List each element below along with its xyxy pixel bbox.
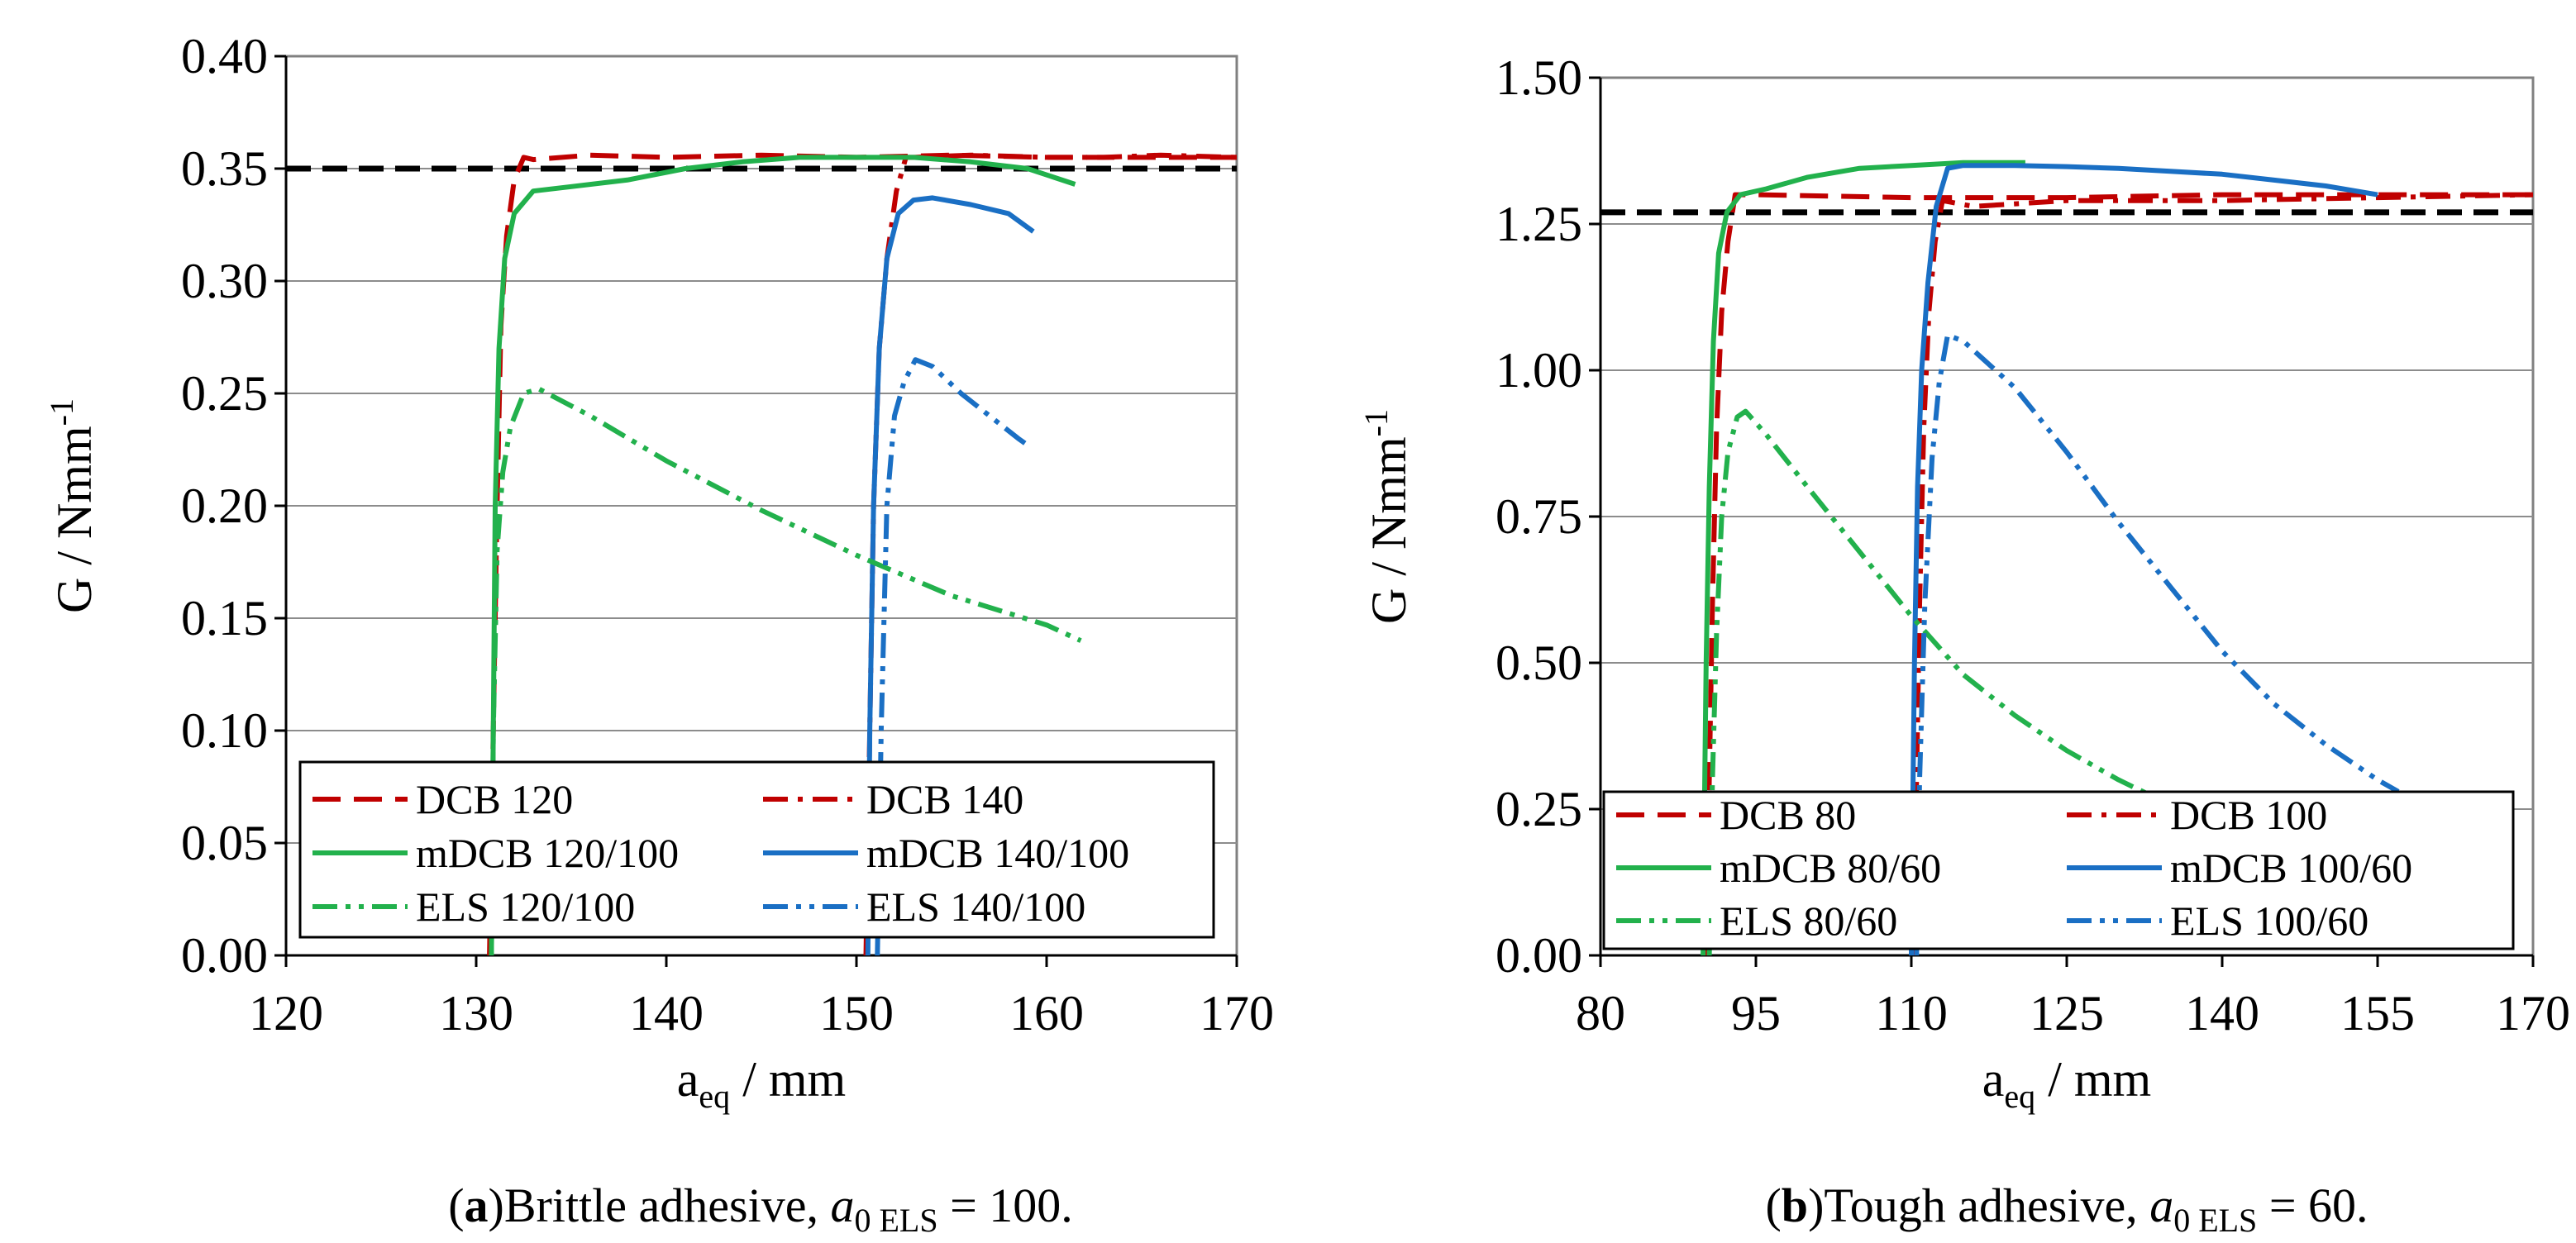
legend-label: mDCB 100/60 (2170, 845, 2412, 891)
y-tick-label: 0.00 (181, 928, 268, 983)
y-tick-label: 1.50 (1496, 50, 1582, 105)
y-tick-label: 1.00 (1496, 343, 1582, 398)
x-tick-label: 80 (1576, 986, 1625, 1041)
legend-label: ELS 80/60 (1720, 898, 1897, 944)
chart-b: 0.00 0.25 0.50 0.75 1.00 1.25 1.50 80 95 110 125 14… (1357, 50, 2570, 1239)
x-tick-label: 110 (1875, 986, 1948, 1041)
y-tick-label: 0.20 (181, 479, 268, 533)
y-tick-label: 0.75 (1496, 489, 1582, 544)
series-line-els-120-100 (489, 386, 1082, 955)
x-tick-label: 120 (249, 986, 323, 1041)
x-axis-title: aeq / mm (677, 1052, 846, 1115)
x-tick-label: 150 (819, 986, 894, 1041)
y-tick-label: 0.10 (181, 703, 268, 758)
legend-label: mDCB 120/100 (416, 830, 679, 876)
y-tick-label: 0.15 (181, 591, 268, 645)
caption: (b)Tough adhesive, a0 ELS = 60. (1765, 1179, 2368, 1239)
legend-label: mDCB 140/100 (866, 830, 1129, 876)
series-line-mdcb-120-100 (489, 155, 1076, 955)
series-line-els-100-60 (1914, 332, 2400, 955)
legend-box (298, 760, 1215, 939)
y-tick-label: 0.35 (181, 141, 268, 196)
x-tick-label: 160 (1009, 986, 1084, 1041)
y-axis-title: G / Nmm-1 (1357, 409, 1416, 624)
legend-label: mDCB 80/60 (1720, 845, 1941, 891)
legend-label: ELS 140/100 (866, 883, 1085, 930)
series-line-mdcb-100-60 (1909, 163, 2378, 955)
x-tick-label: 155 (2340, 986, 2415, 1041)
series-group (487, 152, 1237, 955)
legend-label: DCB 120 (416, 776, 573, 822)
y-tick-label: 0.05 (181, 816, 268, 870)
y-tick-label: 0.25 (181, 366, 268, 421)
x-axis-title: aeq / mm (1982, 1052, 2151, 1115)
x-tick-label: 95 (1731, 986, 1781, 1041)
series-line-dcb-100 (1911, 192, 2533, 955)
series-line-dcb-80 (1703, 192, 2533, 955)
legend-label: ELS 120/100 (416, 883, 635, 930)
y-tick-label: 0.50 (1496, 636, 1582, 690)
series-line-mdcb-80-60 (1701, 160, 2025, 955)
x-tick-label: 170 (1200, 986, 1274, 1041)
legend-label: DCB 140 (866, 776, 1023, 822)
y-tick-label: 1.25 (1496, 197, 1582, 251)
legend-label: ELS 100/60 (2170, 898, 2368, 944)
series-line-els-80-60 (1706, 408, 2156, 955)
x-tick-label: 140 (629, 986, 704, 1041)
legend: DCB 80 DCB 100 mDCB 80/60 mDCB 100/60 ELS 80… (1602, 790, 2515, 950)
legend: DCB 120 DCB 140 mDCB 120/100 mDCB 140/100 EL… (298, 760, 1215, 939)
chart-a: 0.00 0.05 0.10 0.15 0.20 0.25 0.30 0.35 0.40 120 1… (43, 29, 1274, 1239)
series-group (1701, 160, 2533, 955)
legend-box (1602, 790, 2515, 950)
x-tick-label: 170 (2496, 986, 2570, 1041)
x-tick-label: 130 (439, 986, 513, 1041)
y-tick-label: 0.40 (181, 29, 268, 83)
x-tick-label: 140 (2185, 986, 2259, 1041)
y-tick-label: 0.30 (181, 254, 268, 308)
series-line-mdcb-140-100 (865, 195, 1035, 955)
y-tick-label: 0.00 (1496, 928, 1582, 983)
series-line-els-140-100 (875, 357, 1029, 955)
legend-label: DCB 80 (1720, 792, 1856, 838)
legend-label: DCB 100 (2170, 792, 2327, 838)
caption: (a)Brittle adhesive, a0 ELS = 100. (448, 1179, 1073, 1239)
y-axis-title: G / Nmm-1 (43, 398, 102, 613)
x-tick-label: 125 (2030, 986, 2104, 1041)
y-tick-label: 0.25 (1496, 782, 1582, 836)
